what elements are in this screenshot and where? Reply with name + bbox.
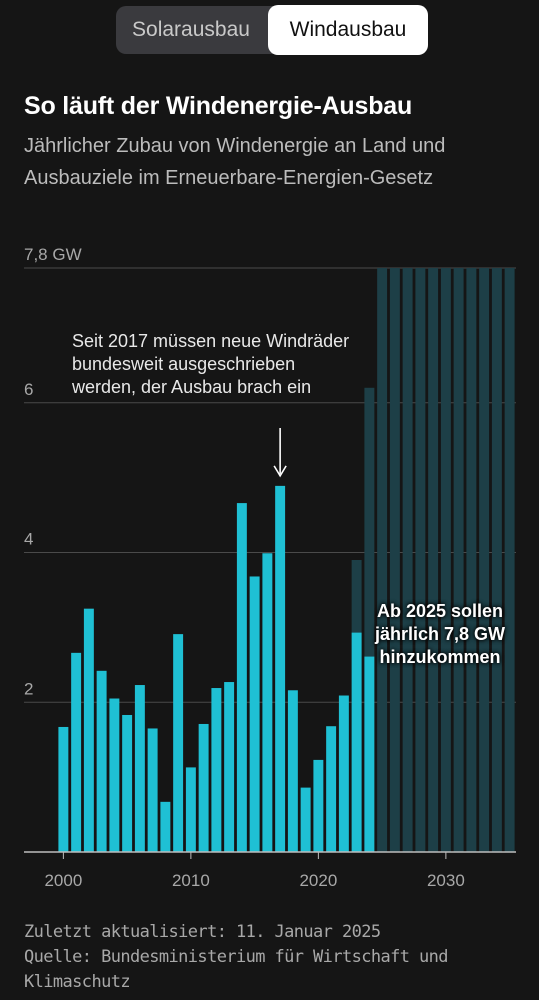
bar <box>351 632 362 852</box>
bar <box>275 485 286 852</box>
y-tick-label: 6 <box>24 380 33 399</box>
bar <box>326 726 337 852</box>
bar <box>262 553 273 852</box>
bar <box>198 723 209 852</box>
y-tick-label: 4 <box>24 530 33 549</box>
chart-footer: Zuletzt aktualisiert: 11. Januar 2025 Qu… <box>24 920 524 995</box>
bar <box>211 688 222 852</box>
x-tick-label: 2030 <box>427 871 465 890</box>
chart-subtitle: Jährlicher Zubau von Windenergie an Land… <box>24 135 446 189</box>
bar <box>109 698 120 852</box>
bar <box>236 503 247 852</box>
bar <box>71 652 82 852</box>
bar <box>300 787 311 852</box>
bar <box>287 690 298 852</box>
target-bar <box>402 268 413 852</box>
target-bar <box>466 268 477 852</box>
bar <box>338 695 349 852</box>
bar <box>224 682 235 852</box>
bar <box>83 608 94 852</box>
bar <box>160 801 171 852</box>
bar <box>147 728 158 852</box>
y-tick-label: 2 <box>24 679 33 698</box>
target-bar <box>389 268 400 852</box>
target-bar <box>377 268 388 852</box>
bar <box>185 767 196 852</box>
bar <box>249 576 260 852</box>
tab-windausbau[interactable]: Windausbau <box>268 5 428 55</box>
target-bar <box>440 268 451 852</box>
bar <box>122 714 133 852</box>
chart-title: So läuft der Windenergie-Ausbau <box>24 92 413 120</box>
target-bar <box>453 268 464 852</box>
source-note: Quelle: Bundesministerium für Wirtschaft… <box>24 947 449 992</box>
bar <box>364 656 375 852</box>
target-bar <box>364 387 375 852</box>
target-bar <box>504 268 515 852</box>
y-tick-label: 7,8 GW <box>24 245 82 264</box>
target-bar <box>479 268 490 852</box>
x-tick-label: 2000 <box>44 871 82 890</box>
annotation-tender-policy: Seit 2017 müssen neue Windräder bundeswe… <box>72 331 350 397</box>
target-bar <box>491 268 502 852</box>
bar <box>58 726 69 852</box>
target-bar <box>415 268 426 852</box>
bar <box>313 759 324 852</box>
bar-chart: 2 4 6 7,8 GW 2000 2010 2020 2030 <box>24 245 516 890</box>
bar <box>173 634 184 852</box>
last-updated-note: Zuletzt aktualisiert: 11. Januar 2025 <box>24 922 381 942</box>
annotation-expansion-target: Ab 2025 sollen jährlich 7,8 GW hinzukomm… <box>374 601 506 667</box>
bar <box>134 685 145 852</box>
target-bar <box>428 268 439 852</box>
tab-solarausbau[interactable]: Solarausbau <box>132 18 250 41</box>
chart-tab-switcher: Solarausbau Windausbau <box>116 5 428 55</box>
x-tick-label: 2010 <box>172 871 210 890</box>
x-tick-label: 2020 <box>299 871 337 890</box>
annotation-arrow-head <box>273 465 287 478</box>
bar <box>96 670 107 852</box>
